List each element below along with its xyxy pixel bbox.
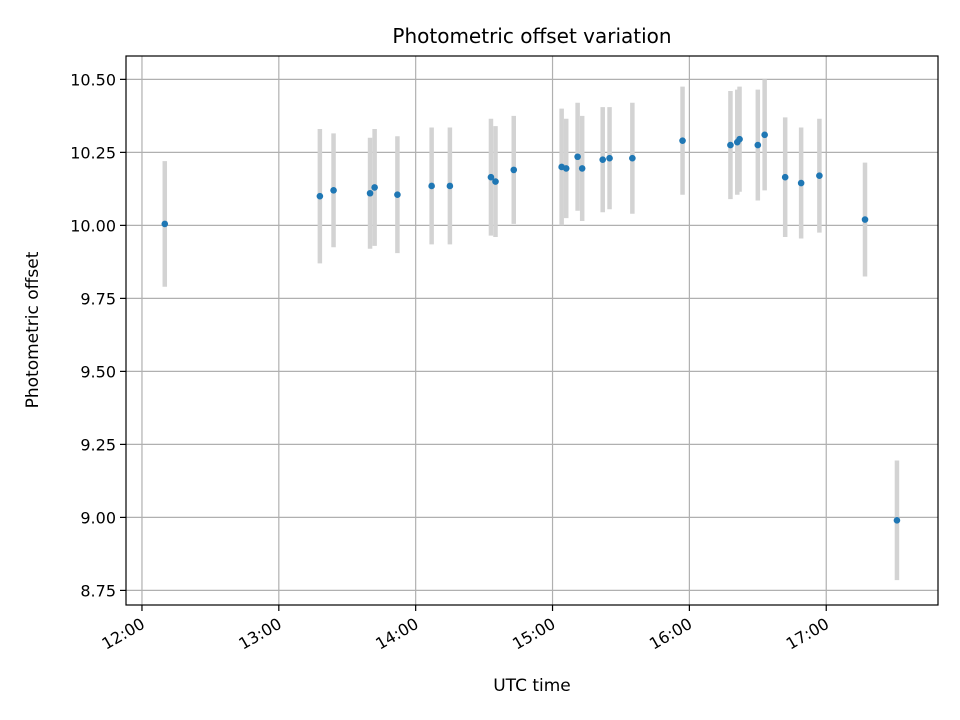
grid	[126, 56, 938, 605]
data-point	[606, 154, 613, 162]
data-point	[727, 141, 734, 149]
data-point	[893, 517, 901, 524]
data-points	[161, 131, 901, 524]
data-point	[761, 131, 768, 139]
data-point	[599, 156, 607, 163]
data-point	[366, 189, 374, 197]
data-point	[394, 191, 401, 199]
data-point	[797, 179, 805, 187]
data-point	[679, 137, 686, 144]
y-axis-label: Photometric offset	[23, 251, 43, 408]
y-tick-label: 9.25	[80, 435, 116, 454]
data-point	[161, 220, 169, 228]
y-axis-ticks: 8.75 9.00 9.25 9.50 9.75 10.00 10.25 10.50	[70, 70, 126, 600]
data-point	[861, 216, 869, 223]
data-point	[492, 178, 499, 185]
plot-frame	[125, 55, 939, 606]
y-tick-label: 9.50	[80, 362, 116, 381]
data-point	[371, 184, 378, 191]
chart-title: Photometric offset variation	[392, 24, 671, 48]
x-axis-label: UTC time	[493, 676, 571, 696]
y-tick-label: 9.00	[80, 508, 116, 527]
data-point	[629, 154, 636, 162]
y-tick-label: 8.75	[80, 581, 116, 600]
y-tick-label: 10.25	[70, 143, 116, 162]
data-point	[816, 172, 823, 180]
y-tick-label: 10.50	[70, 70, 116, 89]
y-tick-label: 9.75	[80, 289, 116, 308]
data-point	[736, 135, 743, 143]
data-point	[316, 192, 324, 200]
data-point	[574, 153, 581, 161]
data-point	[330, 187, 337, 194]
data-point	[510, 166, 518, 174]
data-point	[428, 182, 435, 190]
plot-area	[126, 56, 938, 605]
data-point	[754, 141, 762, 149]
data-point	[562, 165, 570, 172]
data-point	[487, 173, 495, 181]
data-point	[446, 182, 454, 190]
data-point	[781, 173, 789, 181]
data-point	[578, 165, 586, 172]
y-tick-label: 10.00	[70, 216, 116, 235]
